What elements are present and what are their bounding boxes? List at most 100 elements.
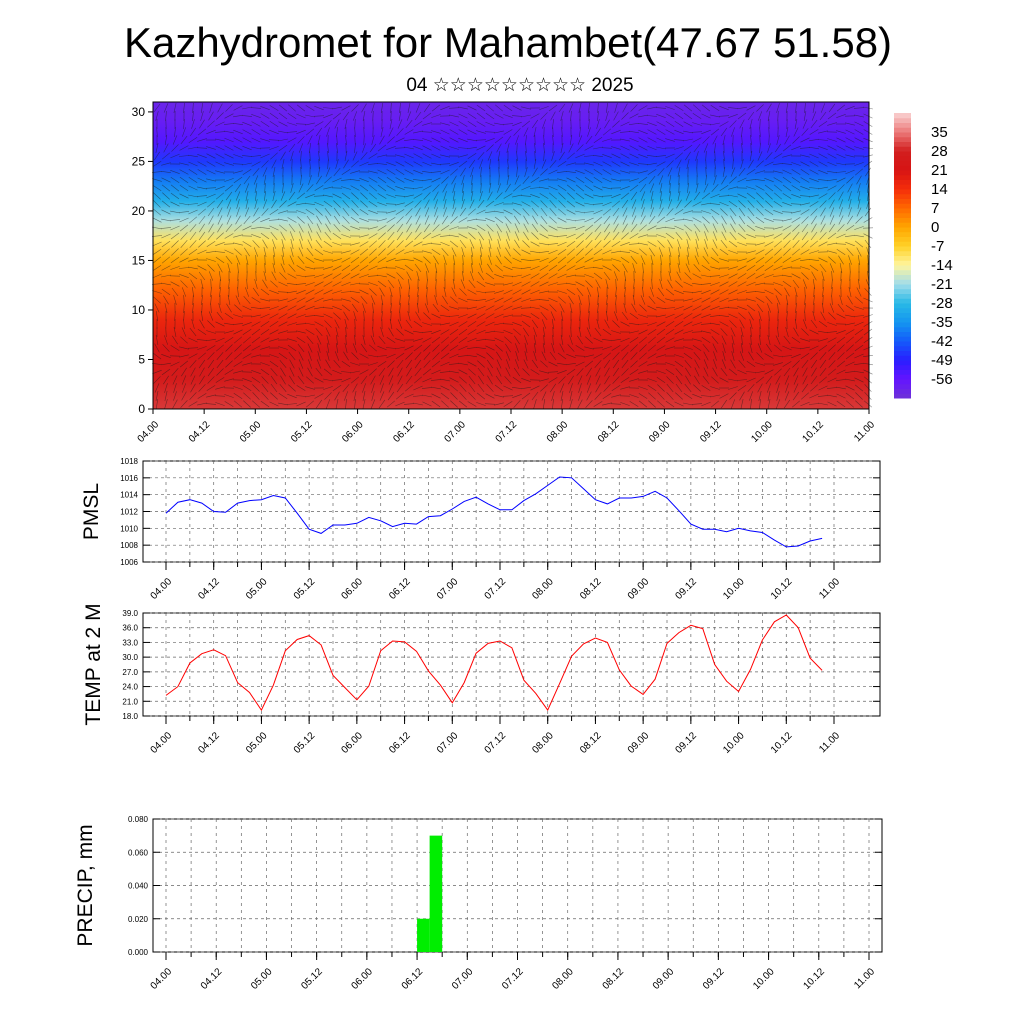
precip-bar (429, 835, 443, 952)
ytick-label: 0.060 (128, 848, 149, 857)
colorbar-segment (894, 151, 911, 157)
xtick-label: 05.00 (249, 966, 275, 992)
colorbar-label: 0 (931, 219, 939, 236)
colorbar-segment (894, 250, 911, 256)
xtick-label: 08.12 (578, 576, 604, 602)
precip-bar (417, 918, 430, 952)
colorbar-segment (894, 208, 911, 214)
colorbar-segment (894, 132, 911, 138)
xtick-label: 09.12 (701, 966, 727, 992)
colorbar-segment (894, 364, 911, 370)
colorbar-segment (894, 231, 911, 237)
colorbar-segment (894, 360, 911, 366)
xtick-label: 09.12 (674, 730, 700, 756)
xtick-label: 09.12 (674, 576, 700, 602)
colorbar-segment (894, 255, 911, 261)
colorbar-segment (894, 350, 911, 356)
ytick-label: 0.020 (128, 915, 149, 924)
colorbar-segment (894, 146, 911, 152)
temp-2m-panel: 18.0 21.0 24.0 27.0 30.0 33.0 36.0 39.0 04.00 04.… (82, 603, 881, 756)
colorbar-segment (894, 393, 911, 399)
axis-ylabel: TEMP at 2 M (82, 603, 105, 725)
xtick-label: 05.00 (244, 576, 270, 602)
colorbar-segment (894, 284, 911, 290)
axis-ylabel: PRECIP, mm (74, 824, 97, 946)
xtick-label: 06.00 (340, 576, 366, 602)
colorbar-label: 7 (931, 200, 939, 217)
xtick-label: 08.12 (601, 966, 627, 992)
colorbar-label: -56 (931, 371, 953, 388)
colorbar-segment (894, 260, 911, 266)
ytick-label: 1012 (120, 508, 138, 517)
colorbar-segment (894, 170, 911, 176)
colorbar-label: -42 (931, 333, 953, 350)
xtick-label: 04.00 (149, 730, 175, 756)
colorbar-segment (894, 117, 911, 123)
colorbar-segment (894, 336, 911, 342)
xtick-label: 08.00 (530, 576, 556, 602)
colorbar-label: -7 (931, 238, 944, 255)
ytick-label: 18.0 (122, 712, 138, 721)
ytick-label: 1018 (120, 457, 138, 466)
xtick-label: 07.12 (483, 576, 509, 602)
xtick-label: 08.00 (530, 730, 556, 756)
colorbar-segment (894, 160, 911, 166)
colorbar-segment (894, 127, 911, 133)
xtick-label: 06.00 (340, 730, 366, 756)
colorbar-segment (894, 113, 911, 119)
colorbar-segment (894, 165, 911, 171)
xtick-label: 07.12 (483, 730, 509, 756)
heat-ytick-label: 0 (138, 402, 145, 416)
xtick-label: 10.00 (721, 576, 747, 602)
colorbar-segment (894, 212, 911, 218)
colorbar-segment (894, 227, 911, 233)
series-line (165, 614, 823, 712)
colorbar-segment (894, 298, 911, 304)
colorbar-segment (894, 303, 911, 309)
xtick-label: 10.00 (751, 966, 777, 992)
xtick-label: 07.00 (450, 966, 476, 992)
xtick-label: 05.12 (299, 966, 325, 992)
temperature-wind-cross-section: 0 5 10 15 20 25 30 04.00 04.12 05.00 05.12 06.00 06.… (132, 101, 877, 445)
colorbar-segment (894, 355, 911, 361)
heat-xtick-label: 09.12 (698, 419, 724, 445)
colorbar-segment (894, 312, 911, 318)
xtick-label: 10.12 (769, 730, 795, 756)
colorbar-segment (894, 155, 911, 161)
colorbar-segment (894, 179, 911, 185)
ytick-label: 1008 (120, 541, 138, 550)
xtick-label: 04.12 (196, 730, 222, 756)
precip-panel: 0.000 0.020 0.040 0.060 0.080 04.00 04.12 05.00… (74, 815, 883, 992)
colorbar-label: -21 (931, 276, 953, 293)
colorbar-segment (894, 374, 911, 380)
colorbar-segment (894, 141, 911, 147)
xtick-label: 05.12 (292, 576, 318, 602)
xtick-label: 09.00 (626, 730, 652, 756)
xtick-label: 09.00 (651, 966, 677, 992)
xtick-label: 04.12 (199, 966, 225, 992)
colorbar-label: 28 (931, 143, 948, 160)
xtick-label: 04.12 (196, 576, 222, 602)
colorbar-label: -28 (931, 295, 953, 312)
xtick-label: 05.12 (292, 730, 318, 756)
heat-xtick-label: 06.12 (391, 419, 417, 445)
xtick-label: 09.00 (626, 576, 652, 602)
xtick-label: 06.12 (400, 966, 426, 992)
heat-xtick-label: 10.00 (749, 419, 775, 445)
colorbar-segment (894, 331, 911, 337)
pmsl-panel: 1006 1008 1010 1012 1014 1016 1018 04.00 04.12 05… (80, 457, 881, 602)
heat-xtick-label: 05.00 (238, 419, 264, 445)
ytick-label: 0.080 (128, 815, 149, 824)
colorbar-label: -14 (931, 257, 953, 274)
colorbar-segment (894, 236, 911, 242)
colorbar-segment (894, 383, 911, 389)
xtick-label: 11.00 (852, 966, 877, 991)
colorbar-segment (894, 274, 911, 280)
xtick-label: 06.12 (387, 576, 413, 602)
heat-ytick-label: 15 (132, 253, 146, 267)
colorbar-segment (894, 279, 911, 285)
ytick-label: 1006 (120, 558, 138, 567)
heat-ytick-label: 30 (132, 105, 146, 119)
heat-xtick-label: 08.00 (545, 419, 571, 445)
